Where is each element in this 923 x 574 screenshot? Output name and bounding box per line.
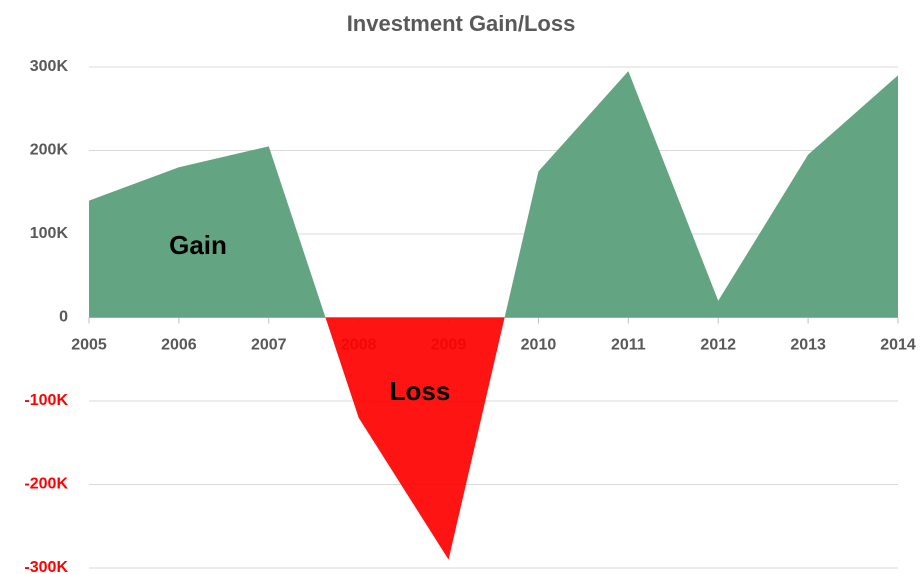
annotation: Gain [169,230,227,260]
y-tick-label: -200K [24,476,68,493]
x-tick-label: 2006 [161,337,197,354]
x-tick-label: 2011 [611,337,646,354]
x-tick-label: 2010 [521,337,557,354]
y-tick-label: 200K [30,142,69,159]
x-tick-label: 2005 [71,337,107,354]
y-tick-label: -100K [24,392,68,409]
chart-title: Investment Gain/Loss [347,11,576,36]
y-tick-label: 0 [59,309,68,326]
x-tick-label: 2014 [880,337,916,354]
x-tick-label: 2007 [251,337,287,354]
y-tick-label: 300K [30,58,69,75]
x-tick-label: 2012 [700,337,736,354]
y-tick-label: 100K [30,225,69,242]
x-tick-label: 2013 [790,337,826,354]
area-gain [89,71,898,318]
annotation: Loss [390,376,451,406]
y-tick-label: -300K [24,559,68,574]
